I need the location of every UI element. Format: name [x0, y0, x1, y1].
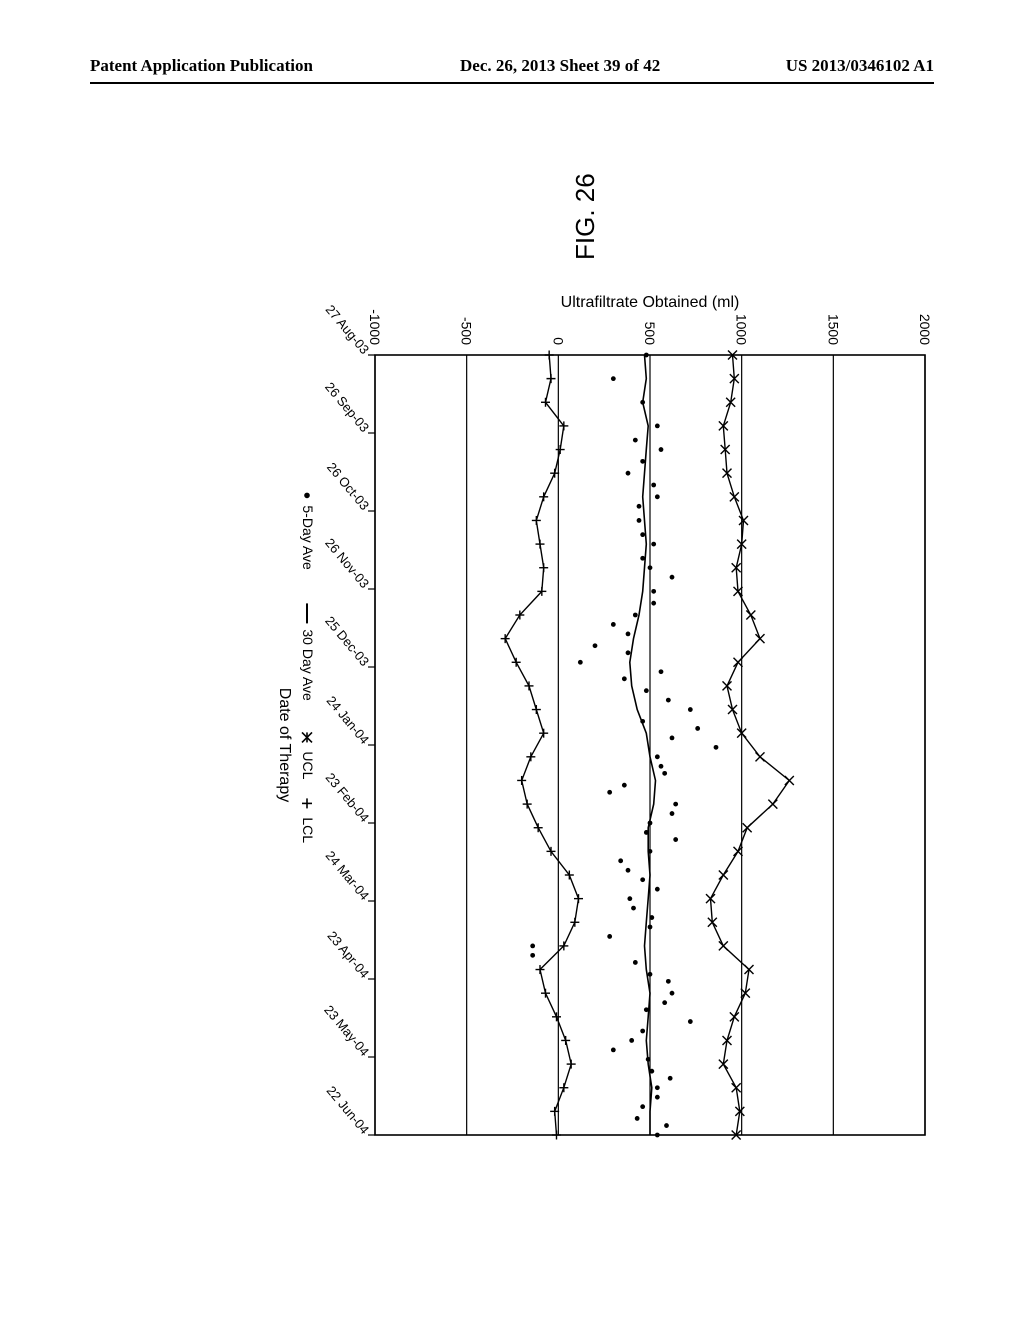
svg-text:-500: -500 [459, 317, 475, 345]
header-center: Dec. 26, 2013 Sheet 39 of 42 [460, 56, 660, 76]
svg-text:26 Oct-03: 26 Oct-03 [324, 460, 372, 513]
svg-text:-1000: -1000 [367, 309, 383, 345]
svg-text:26 Nov-03: 26 Nov-03 [322, 535, 372, 591]
svg-text:24 Jan-04: 24 Jan-04 [324, 693, 373, 747]
svg-text:0: 0 [550, 337, 566, 345]
svg-text:23 May-04: 23 May-04 [321, 1002, 372, 1059]
svg-text:Ultrafiltrate Obtained (ml): Ultrafiltrate Obtained (ml) [561, 294, 740, 311]
svg-text:1000: 1000 [734, 314, 750, 345]
svg-text:23 Apr-04: 23 Apr-04 [324, 928, 372, 981]
header-right: US 2013/0346102 A1 [786, 56, 934, 76]
svg-text:1500: 1500 [825, 314, 841, 345]
svg-text:500: 500 [642, 322, 658, 346]
header-left: Patent Application Publication [90, 56, 313, 76]
control-chart: -1000 -500 0 500 1000 1500 2000 27 Aug-03 26 Sep… [245, 285, 945, 1155]
svg-text:23 Feb-04: 23 Feb-04 [323, 770, 373, 825]
svg-text:25 Dec-03: 25 Dec-03 [322, 613, 372, 669]
svg-text:26 Sep-03: 26 Sep-03 [322, 379, 372, 435]
figure-title: FIG. 26 [570, 173, 601, 260]
header-rule [90, 82, 934, 84]
svg-text:5-Day Ave: 5-Day Ave [300, 505, 316, 570]
svg-text:27 Aug-03: 27 Aug-03 [323, 302, 373, 357]
svg-text:Date of Therapy: Date of Therapy [276, 688, 293, 802]
svg-text:30 Day Ave: 30 Day Ave [300, 629, 316, 701]
svg-text:LCL: LCL [300, 817, 316, 843]
svg-text:UCL: UCL [300, 751, 316, 779]
svg-text:24 Mar-04: 24 Mar-04 [323, 848, 373, 903]
page: Patent Application Publication Dec. 26, … [0, 0, 1024, 1320]
header: Patent Application Publication Dec. 26, … [0, 52, 1024, 92]
svg-text:22 Jun-04: 22 Jun-04 [324, 1083, 373, 1137]
svg-text:2000: 2000 [917, 314, 933, 345]
chart-container: -1000 -500 0 500 1000 1500 2000 27 Aug-03 26 Sep… [75, 285, 945, 985]
